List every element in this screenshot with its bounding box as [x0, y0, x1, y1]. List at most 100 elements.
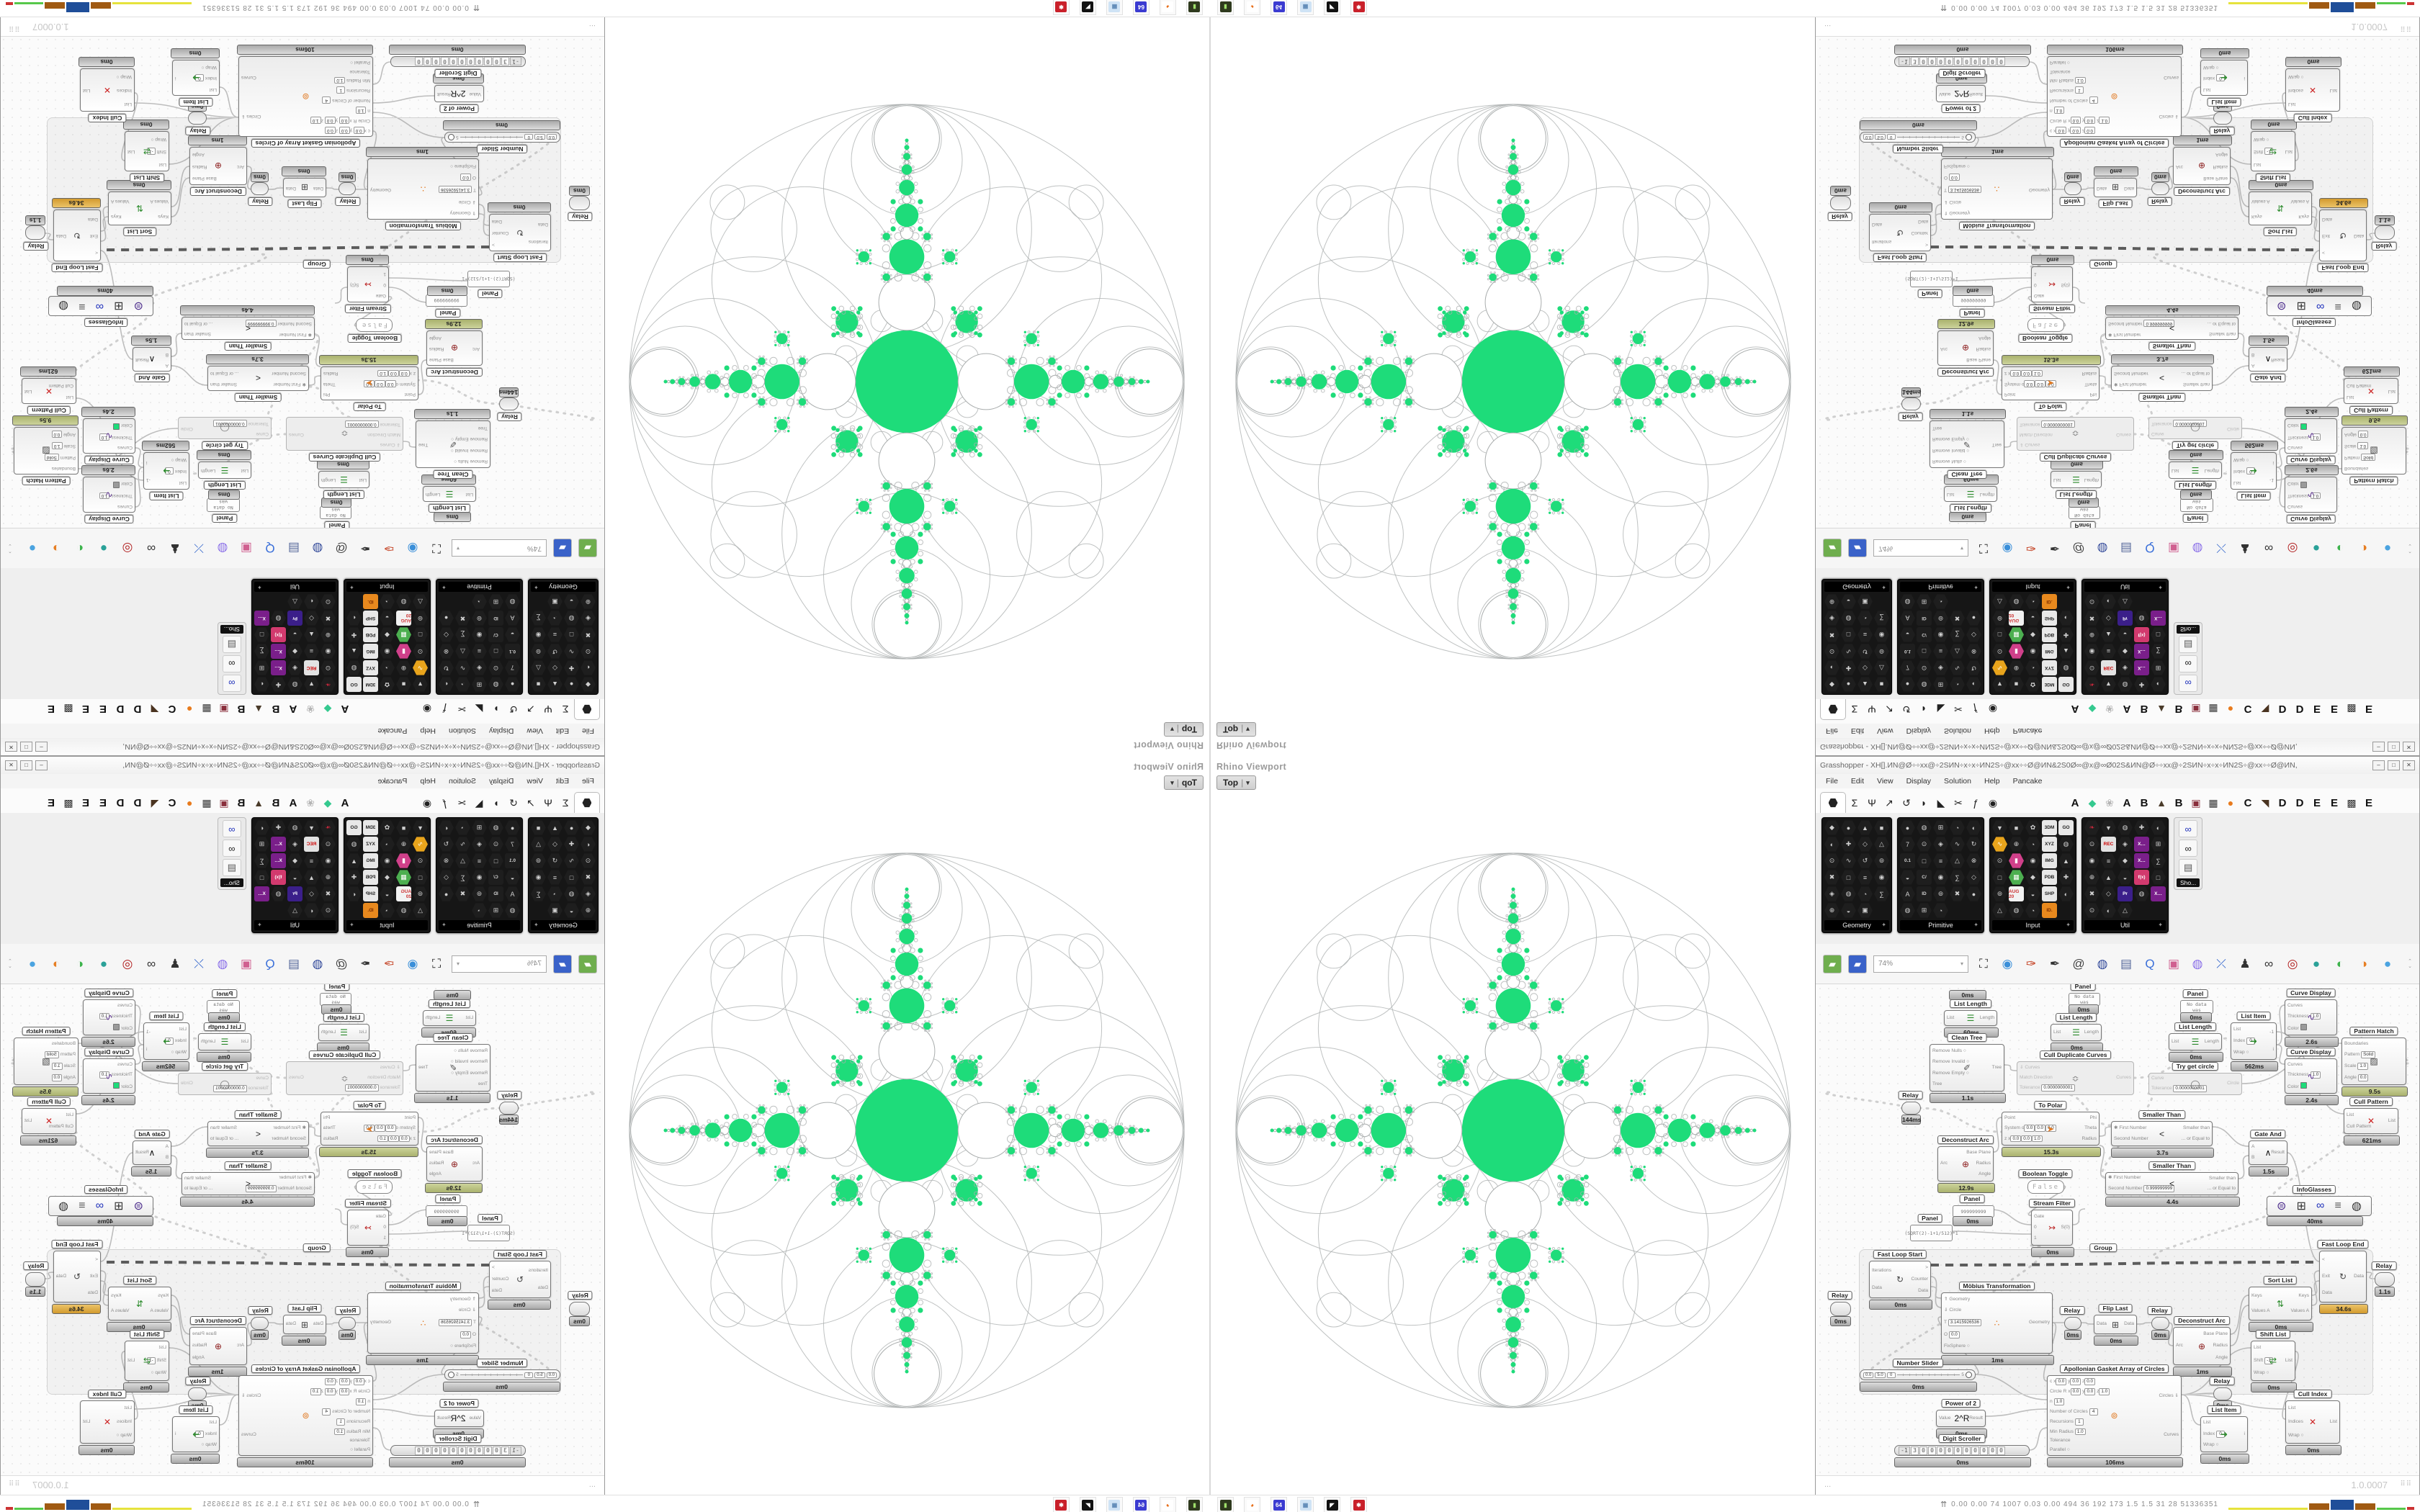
- palette-icon[interactable]: ▦: [396, 627, 411, 642]
- palette-icon[interactable]: C/: [488, 870, 503, 885]
- boolean-toggle-node[interactable]: False: [356, 1180, 393, 1194]
- palette-icon[interactable]: ≡: [2101, 644, 2116, 659]
- node-curve-display[interactable]: Curves Thickness 1.0 Color ∿: [2285, 999, 2337, 1035]
- tab-plugin-e1[interactable]: E: [99, 703, 107, 716]
- palette-icon[interactable]: ⊞: [472, 820, 487, 835]
- node-fast-loop-start[interactable]: Iterations Data ↻ > Counter Data: [1869, 1261, 1931, 1298]
- palette-icon[interactable]: ◐: [581, 660, 596, 675]
- palette-label[interactable]: Primitive ✦: [1900, 920, 1981, 930]
- number-slider-node[interactable]: 0.0 5.0 0 5: [444, 132, 560, 143]
- palette-icon[interactable]: A: [505, 886, 520, 901]
- node-cull-index[interactable]: List Indices Wrap ○ ✕ List: [2285, 1400, 2340, 1444]
- tab-transform[interactable]: ƒ: [442, 797, 447, 809]
- palette-icon[interactable]: ▲: [1857, 677, 1873, 692]
- glasses-icon[interactable]: ∞: [146, 541, 156, 556]
- palette-icon[interactable]: ≡: [547, 870, 563, 885]
- show-box-icon[interactable]: ▤: [222, 859, 241, 876]
- tab-maths[interactable]: Σ: [1851, 703, 1858, 715]
- palette-icon[interactable]: C/: [1917, 870, 1932, 885]
- balloon-icon[interactable]: ◍: [217, 541, 228, 556]
- palette-icon[interactable]: C/: [488, 627, 503, 642]
- number-slider-node[interactable]: 0.0 5.0 0 5: [444, 1369, 560, 1380]
- resize-grip-icon[interactable]: ⠿⠿: [2400, 1480, 2412, 1488]
- relay-node[interactable]: [339, 182, 356, 195]
- palette-label[interactable]: Geometry ✦: [1824, 920, 1889, 930]
- palette-icon[interactable]: △: [455, 644, 470, 659]
- resize-grip-icon[interactable]: ⠿⠿: [8, 24, 20, 32]
- display-blob-teal-icon[interactable]: ●: [2312, 541, 2321, 556]
- tab-intersect[interactable]: ✂: [457, 703, 466, 716]
- palette-icon[interactable]: X…: [271, 853, 286, 868]
- tab-params[interactable]: [1820, 792, 1846, 813]
- node-shift-list[interactable]: List Shift -1 Wrap ○ ⇄ List: [125, 131, 169, 171]
- palette-icon[interactable]: ◒: [2025, 886, 2040, 901]
- node-list-item[interactable]: List Index 0 Wrap ○ ➜ i: [2200, 1416, 2248, 1452]
- relay-node[interactable]: [2064, 182, 2081, 195]
- node-list-item[interactable]: List Index 0 Wrap ○ ➜ i: [172, 60, 220, 96]
- palette-icon[interactable]: ●: [505, 820, 520, 835]
- titlebar[interactable]: Grasshopper - XH[].ИN@Ø÷÷xx@÷2SИN÷x÷x÷ИN…: [1, 738, 604, 755]
- palette-icon[interactable]: 0.1: [505, 853, 520, 868]
- palette-icon[interactable]: ●: [1900, 677, 1915, 692]
- palette-icon[interactable]: IMG: [2042, 853, 2057, 868]
- palette-icon[interactable]: IMG: [2042, 644, 2057, 659]
- menu-file[interactable]: File: [582, 777, 594, 786]
- palette-icon[interactable]: ◒: [287, 627, 302, 642]
- node-try-get-circle[interactable]: Curve Tolerance 0.0000000001 ◯ Circle: [2148, 417, 2242, 439]
- palette-icon[interactable]: ✖: [455, 886, 470, 901]
- palette-icon[interactable]: ◆: [2118, 853, 2133, 868]
- infoglasses-blue-icon[interactable]: ∞: [2179, 675, 2198, 692]
- palette-label[interactable]: Input ✦: [1992, 920, 2074, 930]
- palette-icon[interactable]: ◔: [1857, 611, 1873, 626]
- palette-icon[interactable]: ⊕: [321, 627, 336, 642]
- palette-icon[interactable]: ◒: [1900, 627, 1915, 642]
- palette-icon[interactable]: ◇: [304, 886, 319, 901]
- palette-icon[interactable]: ▦: [2009, 627, 2024, 642]
- node-smaller-than[interactable]: ✱ First Number Second Number 0.999999999 <…: [182, 317, 315, 340]
- palette-icon[interactable]: ◆: [380, 627, 395, 642]
- maximize-button[interactable]: □: [20, 760, 32, 770]
- palette-icon[interactable]: A: [1900, 611, 1915, 626]
- palette-icon[interactable]: A: [1900, 886, 1915, 901]
- menu-pancake[interactable]: Pancake: [2012, 726, 2043, 735]
- palette-icon[interactable]: ◐: [2101, 594, 2116, 609]
- palette-icon[interactable]: ◇: [1966, 870, 1981, 885]
- menu-pancake[interactable]: Pancake: [377, 726, 408, 735]
- node-stream-filter[interactable]: Gate 0 1 ↣ S(0): [347, 1210, 389, 1246]
- palette-icon[interactable]: GO: [346, 677, 362, 692]
- tab-plugin-b1[interactable]: B: [2140, 703, 2148, 716]
- palette-icon[interactable]: △: [1950, 853, 1965, 868]
- palette-icon[interactable]: ◐: [304, 903, 319, 918]
- palette-icon[interactable]: ⊕: [581, 594, 596, 609]
- node-power-of-2[interactable]: Value 2^R Result: [1936, 85, 1986, 102]
- open-file-icon[interactable]: ▰: [578, 954, 597, 973]
- palette-icon[interactable]: ⊕: [581, 903, 596, 918]
- tab-plugin-e1[interactable]: E: [99, 796, 107, 809]
- node-cull-index[interactable]: List Indices Wrap ○ ✕ List: [2285, 68, 2340, 112]
- at-icon[interactable]: @: [2072, 541, 2085, 556]
- palette-icon[interactable]: ◍: [346, 837, 362, 852]
- palette-icon[interactable]: ◉: [2084, 853, 2099, 868]
- palette-icon[interactable]: ◔: [2025, 594, 2040, 609]
- crossing-curves-icon[interactable]: ⤫: [2216, 541, 2226, 556]
- palette-icon[interactable]: □: [1992, 870, 2007, 885]
- palette-icon[interactable]: ∑: [531, 886, 546, 901]
- tab-plugin-flower[interactable]: ❀: [306, 796, 315, 809]
- search-s-icon[interactable]: Q: [265, 541, 275, 556]
- palette-icon[interactable]: ◍: [1841, 611, 1856, 626]
- node-list-item[interactable]: List Index 0 Wrap ○ ➜ i: [2200, 60, 2248, 96]
- palette-icon[interactable]: ⊚: [1992, 611, 2007, 626]
- infoglasses-node[interactable]: ⊜ ⊞ ∞ ≡ ◍: [48, 296, 153, 316]
- infoglasses-dark-icon[interactable]: ∞: [2179, 840, 2198, 857]
- infoglasses-node[interactable]: ⊜ ⊞ ∞ ≡ ◍: [2267, 296, 2372, 316]
- palette-icon[interactable]: ◍: [396, 903, 411, 918]
- palette-icon[interactable]: 7: [1900, 660, 1915, 675]
- palette-icon[interactable]: 3DM: [363, 820, 378, 835]
- tab-plugin-bird[interactable]: ◥: [2261, 703, 2269, 716]
- palette-icon[interactable]: ⊙: [321, 837, 336, 852]
- tab-plugin-shield[interactable]: ▣: [219, 703, 229, 716]
- menu-pancake[interactable]: Pancake: [2012, 777, 2043, 786]
- tab-plugin-b1[interactable]: B: [272, 796, 280, 809]
- close-button[interactable]: ✕: [2403, 760, 2415, 770]
- menu-pancake[interactable]: Pancake: [377, 777, 408, 786]
